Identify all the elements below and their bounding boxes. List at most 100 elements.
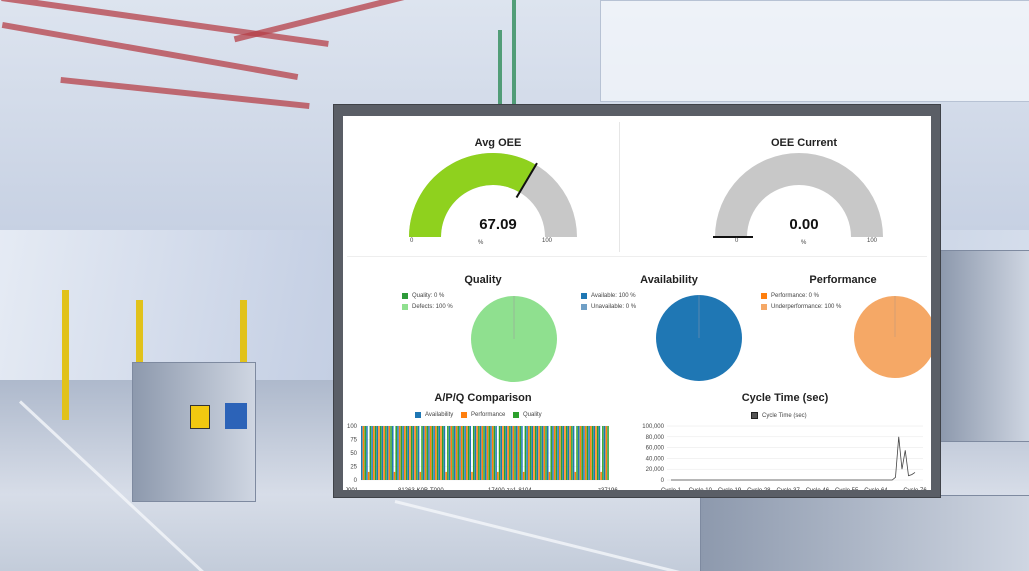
apq-bar — [595, 426, 597, 480]
apq-bar — [490, 426, 492, 480]
divider — [347, 256, 927, 257]
apq-bar — [517, 426, 520, 480]
apq-bar — [423, 426, 425, 480]
apq-bar — [547, 426, 549, 480]
apq-bar — [440, 426, 442, 480]
cycle-line — [671, 436, 916, 481]
apq-bar — [602, 426, 604, 480]
apq-bar — [603, 426, 606, 480]
apq-bar — [534, 426, 537, 480]
apq-y-tick: 75 — [350, 438, 357, 444]
legend-unavailable: Unavailable: 0 % — [581, 304, 636, 310]
cycle-x-tick: Cycle 37 — [776, 488, 800, 490]
legend-apq-performance: Performance — [461, 412, 505, 418]
apq-bar — [398, 426, 401, 480]
avg-oee-unit: % — [478, 240, 484, 246]
apq-bar — [405, 426, 408, 480]
apq-bar — [395, 426, 397, 480]
apq-bar — [479, 426, 482, 480]
apq-bar — [460, 426, 463, 480]
apq-bar — [409, 426, 411, 480]
conveyor-machine — [940, 250, 1029, 442]
apq-bar — [543, 426, 546, 480]
apq-y-tick: 25 — [350, 465, 357, 471]
apq-bar — [562, 426, 565, 480]
apq-bar — [503, 426, 506, 480]
apq-bar — [538, 426, 540, 480]
apq-bar — [392, 426, 394, 480]
legend-cycle-time: Cycle Time (sec) — [751, 412, 807, 419]
avg-oee-title: Avg OEE — [474, 137, 522, 149]
apq-bar — [472, 426, 475, 480]
apq-bar — [443, 426, 446, 480]
cycle-y-tick: 40,000 — [646, 456, 665, 462]
legend-available: Available: 100 % — [581, 293, 636, 299]
apq-bar — [433, 426, 435, 480]
apq-bar — [469, 426, 472, 480]
apq-bar — [528, 426, 530, 480]
apq-bar — [376, 426, 379, 480]
oee-current-max: 100 — [867, 238, 878, 244]
cycle-title: Cycle Time (sec) — [741, 392, 829, 404]
apq-bar — [519, 426, 521, 480]
apq-bar — [424, 426, 427, 480]
cycle-x-tick: Cycle 64 — [864, 488, 888, 490]
apq-bar — [419, 471, 422, 480]
apq-bar — [462, 426, 465, 480]
apq-bar — [393, 471, 396, 480]
apq-bar — [607, 426, 609, 480]
apq-bar — [512, 426, 515, 480]
green-pipe — [498, 30, 502, 104]
apq-bar — [545, 426, 547, 480]
apq-bar — [514, 426, 516, 480]
cycle-x-tick: Cycle 19 — [718, 488, 742, 490]
apq-bar — [593, 426, 596, 480]
legend-apq-quality: Quality — [513, 412, 542, 418]
apq-bar — [431, 426, 434, 480]
apq-bar — [378, 426, 380, 480]
avg-oee-max: 100 — [542, 238, 553, 244]
oee-current-gauge-track — [715, 153, 883, 237]
apq-bar — [510, 426, 513, 480]
apq-bar — [404, 426, 406, 480]
cycle-y-tick: 20,000 — [646, 467, 665, 473]
oee-dashboard: Avg OEE 67.09 % 0 100 OEE Current 0.00 %… — [343, 116, 931, 490]
apq-bar — [379, 426, 382, 480]
apq-bar — [381, 426, 384, 480]
quality-pie — [471, 296, 557, 382]
apq-bar — [567, 426, 570, 480]
apq-bar — [467, 426, 470, 480]
cycle-y-tick: 80,000 — [646, 435, 665, 441]
apq-bar — [505, 426, 508, 480]
cycle-x-tick: Cycle 55 — [835, 488, 859, 490]
cycle-x-tick: Cycle 46 — [806, 488, 830, 490]
apq-bar — [402, 426, 404, 480]
apq-bar — [583, 426, 585, 480]
apq-bar — [364, 426, 366, 480]
apq-bar — [486, 426, 489, 480]
apq-bar — [410, 426, 413, 480]
apq-bar — [560, 426, 563, 480]
apq-bar — [455, 426, 458, 480]
apq-bar — [565, 426, 568, 480]
apq-bar — [448, 426, 451, 480]
apq-bar — [521, 426, 523, 480]
apq-bar — [497, 471, 499, 480]
cycle-y-tick: 60,000 — [646, 446, 665, 452]
apq-bar — [564, 426, 566, 480]
ground-sign — [225, 403, 247, 429]
apq-x-tick: 17400-za1-8104 — [488, 488, 532, 490]
apq-bar — [576, 426, 578, 480]
oee-current-value: 0.00 — [789, 216, 819, 233]
apq-bar — [579, 426, 582, 480]
cycle-y-tick: 0 — [661, 478, 665, 484]
safety-post — [240, 300, 247, 410]
apq-x-tick: 81263-K0B-T000 — [398, 488, 444, 490]
apq-x-tick: z37196 — [598, 488, 618, 490]
apq-bar — [526, 426, 528, 480]
apq-bar — [361, 426, 363, 480]
apq-bar — [414, 426, 416, 480]
divider — [619, 122, 620, 252]
apq-bar — [600, 471, 602, 480]
apq-bar — [366, 426, 368, 480]
